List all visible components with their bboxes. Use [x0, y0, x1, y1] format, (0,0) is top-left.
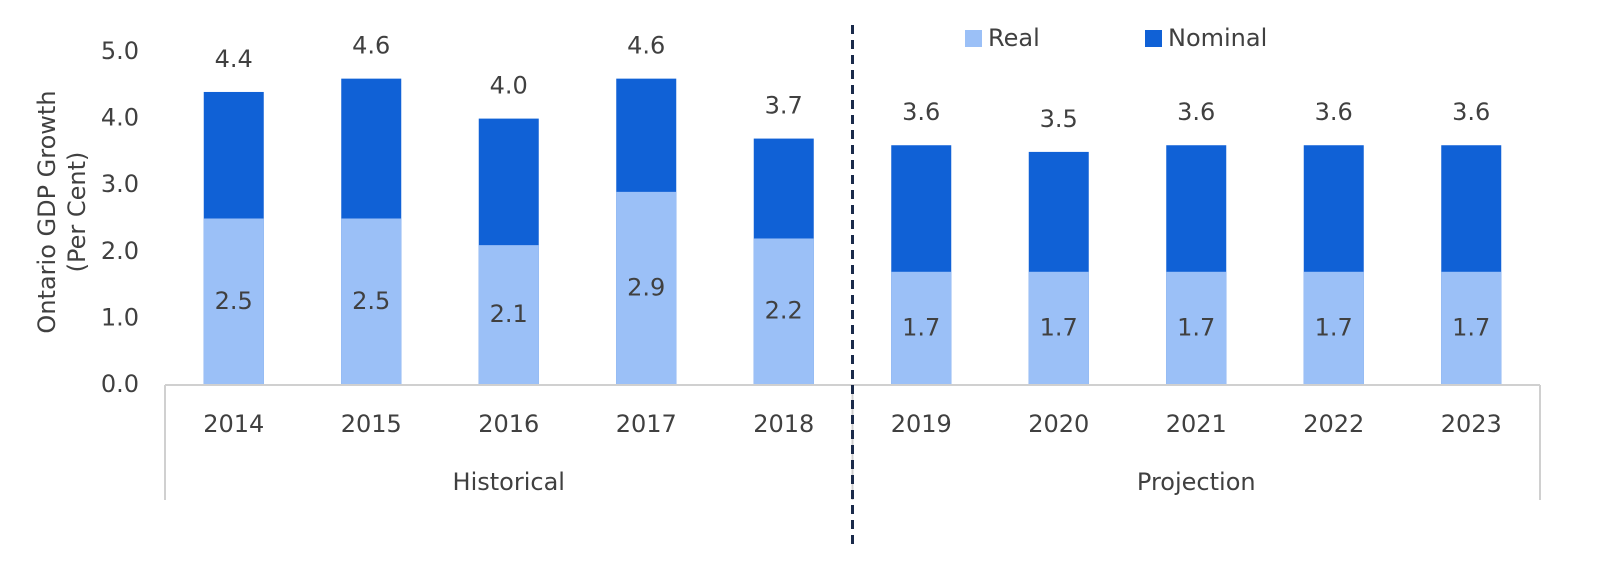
data-label: 4.4 — [215, 45, 253, 73]
data-label: 2.1 — [490, 300, 528, 328]
bar — [1303, 271, 1364, 385]
legend-swatch — [1145, 30, 1162, 47]
data-label: 1.7 — [1040, 313, 1078, 341]
legend-label: Real — [988, 24, 1040, 52]
x-tick-label: 2023 — [1441, 410, 1502, 438]
y-tick-label: 3.0 — [101, 170, 139, 198]
legend-swatch — [965, 30, 982, 47]
x-tick-label: 2021 — [1166, 410, 1227, 438]
bar — [203, 218, 264, 385]
group-label: Historical — [453, 468, 565, 496]
bar — [478, 245, 539, 385]
bar — [341, 218, 402, 385]
data-label: 3.7 — [765, 92, 803, 120]
data-label: 2.2 — [765, 297, 803, 325]
y-tick-label: 4.0 — [101, 104, 139, 132]
data-label: 4.6 — [627, 32, 665, 60]
bar — [1166, 271, 1227, 385]
y-axis-title: Ontario GDP Growth (Per Cent) — [33, 90, 91, 333]
data-label: 3.6 — [1315, 98, 1353, 126]
y-axis-title-line: (Per Cent) — [63, 152, 91, 273]
bar — [1028, 271, 1089, 385]
y-tick-label: 5.0 — [101, 37, 139, 65]
y-axis-title-line: Ontario GDP Growth — [33, 90, 61, 333]
x-tick-label: 2015 — [341, 410, 402, 438]
bar — [1441, 271, 1502, 385]
bar — [891, 271, 952, 385]
bar — [616, 191, 677, 385]
data-label: 3.6 — [1452, 98, 1490, 126]
y-tick-label: 0.0 — [101, 370, 139, 398]
y-tick-label: 1.0 — [101, 303, 139, 331]
x-tick-label: 2017 — [616, 410, 677, 438]
legend-label: Nominal — [1168, 24, 1267, 52]
data-label: 3.6 — [1177, 98, 1215, 126]
x-tick-label: 2016 — [478, 410, 539, 438]
data-label: 1.7 — [1452, 313, 1490, 341]
data-label: 3.6 — [902, 98, 940, 126]
x-tick-label: 2014 — [203, 410, 264, 438]
data-label: 2.5 — [352, 287, 390, 315]
x-tick-label: 2020 — [1028, 410, 1089, 438]
x-tick-label: 2019 — [891, 410, 952, 438]
data-label: 2.9 — [627, 273, 665, 301]
data-label: 3.5 — [1040, 105, 1078, 133]
x-tick-label: 2018 — [753, 410, 814, 438]
x-tick-label: 2022 — [1303, 410, 1364, 438]
y-tick-label: 2.0 — [101, 237, 139, 265]
data-label: 4.6 — [352, 32, 390, 60]
data-label: 4.0 — [490, 72, 528, 100]
bar — [753, 238, 814, 385]
group-label: Projection — [1137, 468, 1256, 496]
data-label: 2.5 — [215, 287, 253, 315]
data-label: 1.7 — [1177, 313, 1215, 341]
data-label: 1.7 — [902, 313, 940, 341]
data-label: 1.7 — [1315, 313, 1353, 341]
